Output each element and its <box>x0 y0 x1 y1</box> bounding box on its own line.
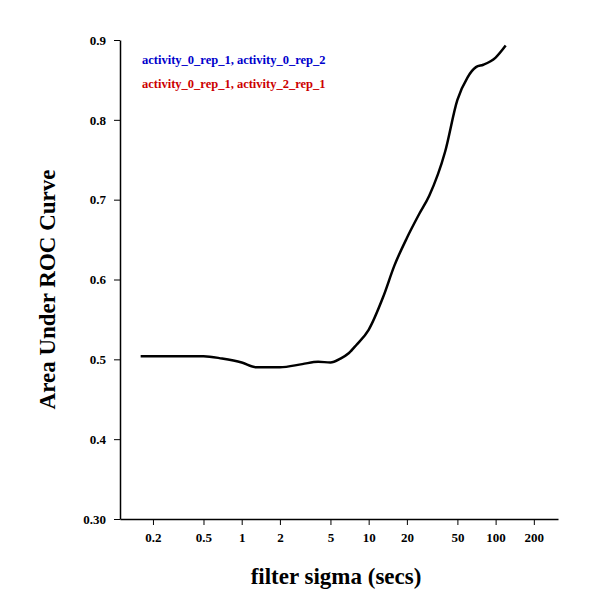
y-axis-title: Area Under ROC Curve <box>35 170 60 410</box>
y-tick-mark <box>114 280 120 281</box>
x-tick: 10 <box>363 519 376 545</box>
x-axis-title: filter sigma (secs) <box>251 564 422 589</box>
x-tick-label: 100 <box>486 530 506 545</box>
x-tick-label: 1 <box>239 530 246 545</box>
y-tick-mark <box>114 359 120 360</box>
plot-area <box>141 46 506 368</box>
x-tick-label: 50 <box>451 530 464 545</box>
y-tick: 0.8 <box>90 112 120 127</box>
x-tick: 50 <box>451 519 464 545</box>
x-tick-mark <box>280 519 281 525</box>
y-tick-mark <box>114 439 120 440</box>
y-tick-mark <box>114 200 120 201</box>
x-tick-label: 0.2 <box>145 530 161 545</box>
x-tick-mark <box>534 519 535 525</box>
y-axis: 0.30 0.4 0.5 0.6 0.7 0.8 0.9 <box>83 33 120 527</box>
y-tick-label: 0.5 <box>90 352 107 367</box>
annotation: activity_0_rep_1, activity_2_rep_1 <box>142 77 326 91</box>
x-tick-label: 5 <box>328 530 335 545</box>
y-tick-label: 0.7 <box>90 192 107 207</box>
x-tick-mark <box>203 519 204 525</box>
x-tick: 2 <box>277 519 284 545</box>
x-tick-label: 10 <box>363 530 376 545</box>
x-tick-label: 0.5 <box>196 530 213 545</box>
y-tick-mark <box>114 519 120 520</box>
x-tick: 0.2 <box>145 519 161 545</box>
annotation: activity_0_rep_1, activity_0_rep_2 <box>142 53 326 67</box>
x-tick: 20 <box>401 519 414 545</box>
y-tick-mark <box>114 120 120 121</box>
x-axis: 0.2 0.5 1 2 5 10 20 50 100 200 <box>121 519 559 545</box>
x-tick-mark <box>242 519 243 525</box>
y-tick: 0.7 <box>90 192 120 207</box>
y-tick-mark <box>114 40 120 41</box>
x-tick-mark <box>496 519 497 525</box>
y-tick: 0.9 <box>90 33 120 48</box>
x-tick-mark <box>330 519 331 525</box>
y-tick-label: 0.6 <box>90 272 107 287</box>
x-axis-line <box>121 519 559 521</box>
x-tick: 5 <box>328 519 335 545</box>
y-tick-label: 0.4 <box>90 432 107 447</box>
x-tick-mark <box>457 519 458 525</box>
x-tick-label: 2 <box>277 530 284 545</box>
x-tick-mark <box>153 519 154 525</box>
x-tick: 200 <box>525 519 545 545</box>
x-tick-mark <box>407 519 408 525</box>
x-tick: 1 <box>239 519 246 545</box>
x-tick-mark <box>369 519 370 525</box>
y-tick-label: 0.30 <box>83 512 106 527</box>
y-tick-label: 0.8 <box>90 112 107 127</box>
x-tick-label: 200 <box>525 530 545 545</box>
x-tick: 100 <box>486 519 506 545</box>
y-tick: 0.30 <box>83 512 120 527</box>
y-tick: 0.4 <box>90 432 120 447</box>
y-tick-label: 0.9 <box>90 33 107 48</box>
x-tick-label: 20 <box>401 530 414 545</box>
y-tick: 0.6 <box>90 272 120 287</box>
x-tick: 0.5 <box>196 519 213 545</box>
chart: 0.2 0.5 1 2 5 10 20 50 100 200 0.30 0.4 0.5 0.6 0.7 0.8… <box>0 0 600 600</box>
y-tick: 0.5 <box>90 352 120 367</box>
series-line <box>141 46 506 368</box>
